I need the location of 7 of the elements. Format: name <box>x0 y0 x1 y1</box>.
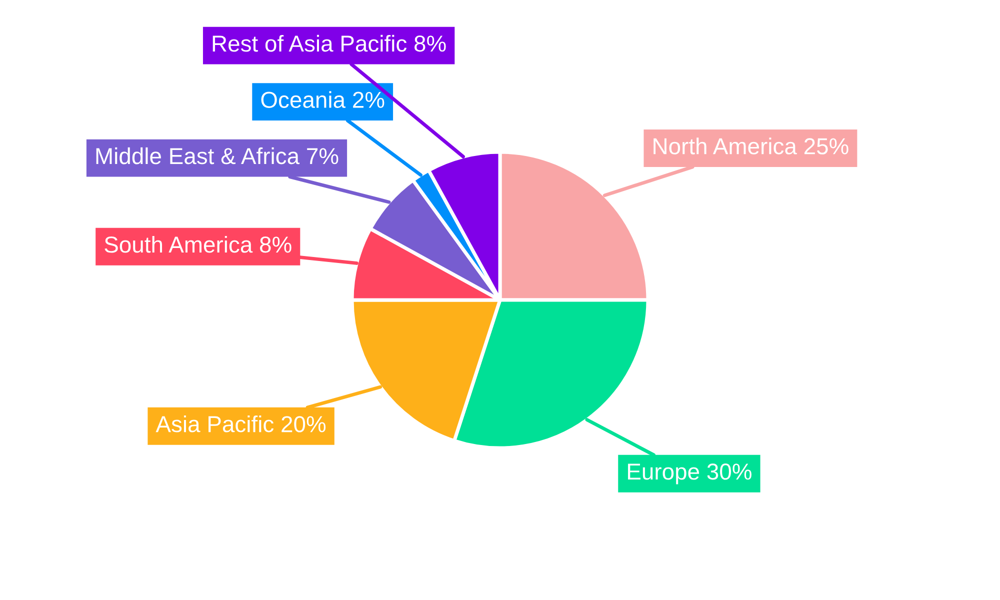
slice-label: Middle East & Africa 7% <box>96 147 338 164</box>
slice-label: Rest of Asia Pacific 8% <box>212 34 446 52</box>
slice-label: North America 25% <box>654 138 848 154</box>
slice-label: Oceania 2% <box>261 91 384 108</box>
slice-label: South America 8% <box>104 236 292 253</box>
slice-label: Europe 30% <box>628 464 752 484</box>
slice-label: Asia Pacific 20% <box>156 415 326 432</box>
